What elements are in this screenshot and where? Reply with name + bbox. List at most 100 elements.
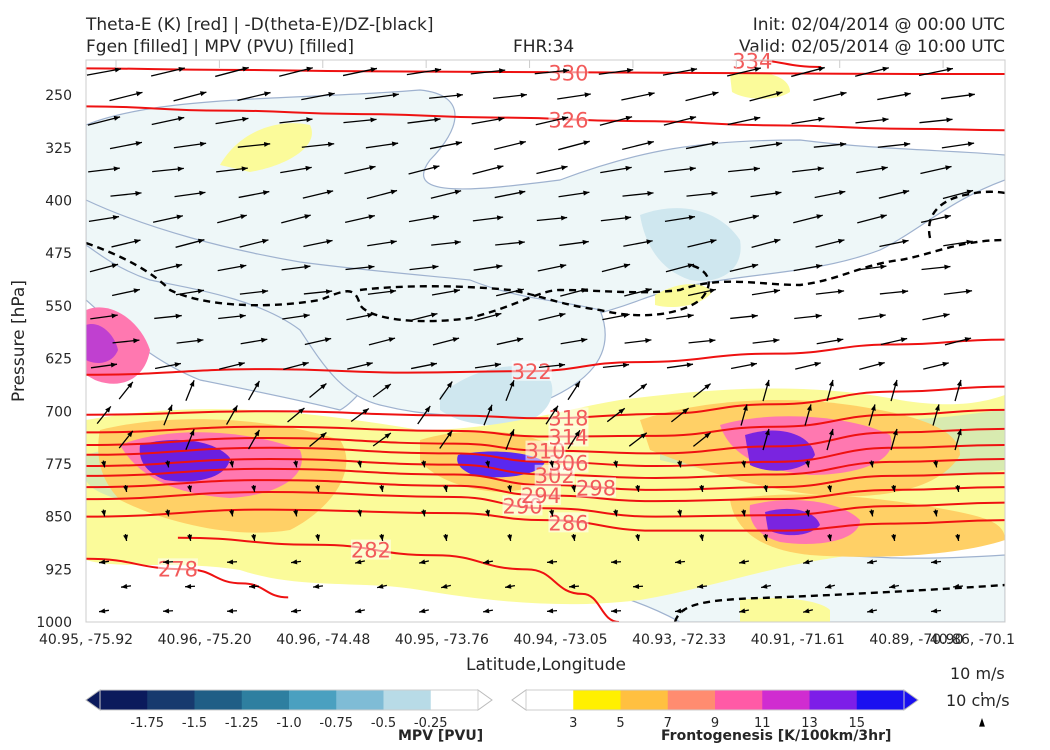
wind-vector-head <box>754 66 761 72</box>
wind-vector-head <box>355 608 362 614</box>
wind-vector-head <box>966 189 974 195</box>
wind-vector-head <box>571 485 577 492</box>
wind-vector-head <box>496 165 504 170</box>
wind-vector-head <box>836 337 844 343</box>
wind-vector-head <box>571 534 577 541</box>
colorbar-tick-label: 7 <box>664 716 672 731</box>
wind-vector-head <box>818 116 825 122</box>
wind-vector-head <box>485 461 491 468</box>
wind-vector-head <box>239 263 247 269</box>
wind-vector-head <box>675 608 682 614</box>
wind-vector-head <box>325 289 333 295</box>
title-left-1: Theta-E (K) [red] | -D(theta-E)/DZ-[blac… <box>86 15 434 35</box>
x-tick-label: 40.94, -73.05 <box>513 632 607 648</box>
mpv-blue-region <box>640 208 741 281</box>
wind-vector-head <box>879 313 886 319</box>
colorbar-tick-label: 5 <box>616 716 624 731</box>
wind-vector-head <box>390 189 398 195</box>
wind-vector-head <box>509 380 515 387</box>
wind-vector-head <box>101 510 107 517</box>
wind-vector-head <box>560 215 568 221</box>
wind-vector-head <box>741 510 747 517</box>
wind-vector-head <box>640 432 647 439</box>
wind-vector-head <box>775 141 783 147</box>
wind-vector-head <box>483 559 490 565</box>
wind-vector-head <box>574 430 580 437</box>
wind-vector-head <box>816 214 823 220</box>
wind-vector-head <box>580 337 588 343</box>
wind-vector-head <box>443 485 449 492</box>
wind-vector-head <box>891 534 897 541</box>
wind-vector-head <box>293 510 299 517</box>
wind-vector-head <box>688 215 696 221</box>
x-tick-label: 40.96, -75.20 <box>158 632 252 648</box>
wind-vector-head <box>677 510 683 517</box>
wind-vector-head <box>366 361 373 367</box>
wind-vector-head <box>625 165 632 171</box>
colorbar-swatch <box>100 690 148 710</box>
wind-vector-head <box>262 190 270 196</box>
wind-vector-head <box>432 165 440 170</box>
wind-vector-head <box>946 67 953 73</box>
colorbar-extend-right <box>477 689 493 711</box>
wind-vector-head <box>432 214 440 220</box>
wind-vector-head <box>313 583 320 589</box>
wind-vector-head <box>815 313 822 319</box>
y-tick-label: 1000 <box>36 615 72 631</box>
wind-vector-head <box>622 362 630 368</box>
wind-vector-head <box>870 404 876 411</box>
wind-vector-head <box>837 289 845 295</box>
wind-vector-head <box>712 91 719 97</box>
wind-vector-head <box>424 405 431 413</box>
wind-vector-head <box>761 583 768 589</box>
wind-vector-head <box>753 166 760 172</box>
wind-vector-head <box>518 240 525 246</box>
wind-vector-head <box>320 432 327 439</box>
wind-vector-head <box>454 240 461 246</box>
fgen-yellow-patch <box>730 72 790 99</box>
wind-vector-head <box>357 461 363 468</box>
y-tick-label: 325 <box>45 141 72 157</box>
colorbar-tick-label: -1.75 <box>130 716 164 731</box>
shaded-fields <box>86 72 1005 622</box>
wind-vector-head <box>763 534 769 541</box>
y-axis-label: Pressure [hPa] <box>9 280 29 402</box>
wind-vector-head <box>624 215 632 221</box>
x-tick-label: 40.95, -73.76 <box>395 632 489 648</box>
wind-vector-head <box>496 264 503 270</box>
wind-vector-head <box>805 461 811 468</box>
wind-vector-head <box>377 583 384 589</box>
wind-vector-head <box>446 381 453 388</box>
wind-vector-head <box>507 485 513 492</box>
vector-legend-vertical: 10 cm/s <box>946 691 1010 710</box>
wind-vector-head <box>968 92 975 98</box>
wind-vector-head <box>956 428 962 436</box>
title-left-2: Fgen [filled] | MPV (PVU) [filled] <box>86 37 355 57</box>
wind-vector-head <box>581 287 588 293</box>
wind-vector-head <box>675 559 682 565</box>
wind-vector-head <box>163 608 170 614</box>
wind-vector-head <box>687 313 694 319</box>
colorbar-swatch <box>194 690 243 710</box>
wind-vector-head <box>933 461 939 468</box>
wind-vector-head <box>584 92 591 98</box>
wind-vector-head <box>114 67 122 73</box>
wind-vector-head <box>559 312 566 318</box>
wind-vector-head <box>763 485 769 492</box>
mpv-colorbar: -1.75 -1.5 -1.25 -1.0 -0.75 -0.5 -0.25 <box>85 689 493 731</box>
wind-vector-head <box>751 313 758 319</box>
wind-vector-head <box>134 239 141 244</box>
wind-vector-head <box>430 362 437 368</box>
wind-vector-head <box>699 534 705 541</box>
x-tick-label: 40.89, -70.90 <box>869 632 963 648</box>
wind-vector-head <box>752 214 759 220</box>
wind-vector-head <box>111 313 118 319</box>
y-tick-label: 475 <box>45 246 72 262</box>
wind-vector-head <box>232 405 238 412</box>
wind-vector-head <box>178 66 185 72</box>
wind-vector-head <box>197 238 205 244</box>
theta-e-label-bg <box>548 109 589 130</box>
wind-vector-head <box>753 116 761 122</box>
theta-e-label: 282 <box>351 539 391 563</box>
